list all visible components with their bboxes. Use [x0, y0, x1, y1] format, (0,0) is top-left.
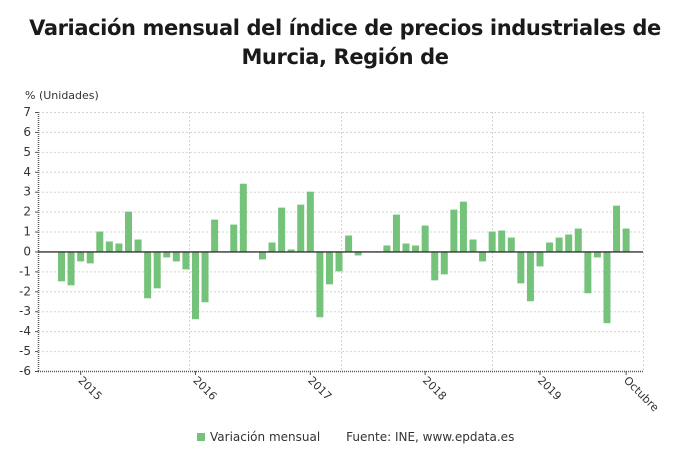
bar: [565, 234, 573, 252]
bar: [517, 251, 525, 284]
bar: [613, 205, 621, 252]
x-tick-label: 2017: [305, 374, 334, 403]
bar: [574, 228, 582, 252]
bar: [182, 251, 190, 270]
bar: [144, 251, 152, 299]
bar: [345, 235, 353, 252]
x-tick-label: Octubre: [621, 374, 661, 414]
bar: [153, 251, 161, 289]
y-tick-label: -1: [19, 264, 31, 278]
bar: [546, 242, 554, 252]
bar: [536, 251, 544, 267]
bar: [593, 251, 601, 258]
bar: [469, 239, 477, 252]
bar: [555, 237, 563, 252]
y-tick-label: 4: [23, 165, 31, 179]
bar: [440, 251, 448, 275]
bar: [77, 251, 85, 262]
bar: [67, 251, 75, 286]
legend-series-label: Variación mensual: [210, 430, 321, 444]
y-tick-label: -6: [19, 364, 31, 378]
bar: [402, 243, 410, 252]
y-tick-label: 0: [23, 244, 31, 258]
y-tick-label: -4: [19, 324, 31, 338]
y-tick-label: 6: [23, 125, 31, 139]
bar: [354, 251, 362, 256]
chart-title-line-1: Variación mensual del índice de precios …: [29, 16, 661, 40]
y-tick-label: -5: [19, 344, 31, 358]
bar: [268, 242, 276, 252]
bar: [392, 214, 400, 252]
chart-title-line-2: Murcia, Región de: [241, 45, 449, 69]
bar: [325, 251, 333, 285]
y-tick-label: 5: [23, 145, 31, 159]
y-axis-label: % (Unidades): [25, 89, 99, 102]
source-note: Fuente: INE, www.epdata.es: [346, 430, 515, 444]
bar: [124, 211, 132, 252]
bar: [287, 249, 295, 252]
bar: [421, 225, 429, 252]
bar: [96, 231, 104, 252]
bar: [584, 251, 592, 294]
bar: [316, 251, 324, 318]
bar: [105, 241, 113, 252]
legend-swatch-icon: [197, 433, 205, 441]
y-tick-label: 1: [23, 225, 31, 239]
bar: [459, 201, 467, 252]
bar: [134, 239, 142, 252]
y-tick-labels: 7 6 5 4 3 2 1 0 -1 -2 -3 -4 -5 -6: [19, 105, 31, 378]
bar: [211, 219, 219, 252]
bar: [58, 251, 65, 282]
bar: [230, 224, 238, 252]
bar: [297, 204, 305, 252]
bar: [172, 251, 180, 262]
bar: [383, 245, 391, 252]
bar: [498, 230, 506, 252]
bar: [258, 251, 266, 260]
y-tick-label: -2: [19, 284, 31, 298]
y-tick-label: -3: [19, 304, 31, 318]
bar: [335, 251, 343, 272]
bar: [278, 207, 286, 252]
bar: [239, 183, 247, 252]
bar: [431, 251, 439, 281]
y-tick-label: 2: [23, 205, 31, 219]
bar: [115, 243, 123, 252]
y-tick-label: 7: [23, 105, 31, 119]
bar-series: [58, 183, 630, 324]
bar: [488, 231, 496, 252]
axes: [35, 112, 643, 375]
legend: Variación mensual Fuente: INE, www.epdat…: [197, 430, 514, 444]
bar: [507, 237, 515, 252]
bar: [479, 251, 487, 262]
x-tick-label: 2015: [76, 374, 105, 403]
bar: [306, 191, 314, 252]
bar: [86, 251, 94, 264]
x-tick-label: 2019: [535, 374, 564, 403]
y-tick-label: 3: [23, 185, 31, 199]
bar: [412, 245, 420, 252]
bar: [526, 251, 534, 302]
bar: [191, 251, 199, 320]
bar: [201, 251, 209, 303]
bar: [622, 228, 630, 252]
chart-title: Variación mensual del índice de precios …: [0, 14, 690, 72]
bar: [450, 209, 458, 252]
bar: [163, 251, 171, 258]
x-tick-labels: 2015 2016 2017 2018 2019 Octubre: [76, 374, 662, 414]
x-tick-label: 2016: [190, 374, 219, 403]
x-tick-label: 2018: [420, 374, 449, 403]
bar: [603, 251, 611, 324]
